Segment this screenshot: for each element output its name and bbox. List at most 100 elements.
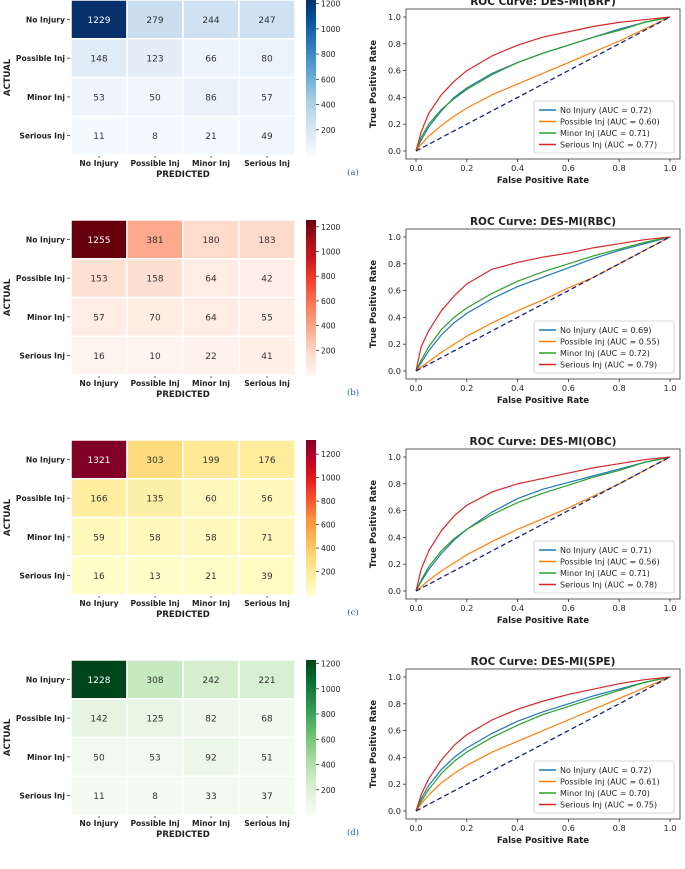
colorbar-segment	[306, 20, 316, 24]
x-tick-label: 0.0	[409, 163, 422, 173]
colorbar-segment	[306, 25, 316, 30]
colorbar-segment	[306, 328, 316, 332]
legend-entry-label: No Injury (AUC = 0.72)	[560, 106, 651, 115]
roc-curve-line	[415, 676, 671, 812]
colorbar-tick-label: 200	[321, 786, 336, 795]
colorbar-segment	[306, 584, 316, 588]
heatmap-cell	[126, 296, 184, 337]
cell-value-label: 55	[261, 313, 272, 323]
colorbar-segment	[306, 274, 316, 278]
cell-value-label: 86	[205, 93, 217, 103]
cell-value-label: 42	[261, 275, 272, 285]
legend-entry-label: No Injury (AUC = 0.69)	[560, 326, 651, 335]
heatmap-x-axis-label: PREDICTED	[156, 830, 210, 840]
colorbar-segment	[306, 126, 316, 130]
row-tick-label: Possible Inj	[16, 714, 65, 723]
colorbar-tick-label: 200	[321, 126, 336, 135]
colorbar-segment	[306, 553, 316, 557]
colorbar-tick-label: 1200	[321, 660, 340, 669]
y-tick-label: 0.2	[388, 119, 401, 129]
colorbar-segment	[306, 701, 316, 705]
x-tick-label: 0.8	[613, 823, 626, 833]
colorbar-segment	[306, 729, 316, 733]
colorbar-segment	[306, 442, 316, 446]
heatmap-cell	[70, 76, 128, 117]
colorbar-segment	[306, 325, 316, 330]
row-tick-label: No Injury	[26, 455, 65, 464]
x-tick-label: 0.4	[511, 163, 524, 173]
colorbar-segment	[306, 245, 316, 250]
heatmap-cell	[182, 115, 240, 156]
cell-value-label: 303	[146, 456, 163, 466]
colorbar-segment	[306, 232, 316, 237]
y-tick-label: 0.0	[388, 586, 401, 596]
heatmap-cell	[182, 76, 240, 117]
colorbar-tick-label: 600	[321, 735, 336, 744]
cell-value-label: 183	[258, 236, 275, 246]
colorbar-segment	[306, 789, 316, 793]
column-tick-label: No Injury	[79, 379, 118, 388]
colorbar-segment	[306, 753, 316, 757]
colorbar-segment	[306, 118, 316, 123]
roc-curve-line	[415, 676, 671, 812]
roc-curve-line	[415, 236, 671, 372]
colorbar-segment	[306, 812, 316, 816]
row-tick-label: Minor Inj	[27, 533, 65, 542]
colorbar-segment	[306, 152, 316, 156]
x-tick-label: 0.2	[460, 383, 473, 393]
colorbar-segment	[306, 359, 316, 363]
heatmap-cell	[70, 439, 128, 480]
heatmap-cell	[126, 115, 184, 156]
row-tick-label: Possible Inj	[16, 274, 65, 283]
colorbar-segment	[306, 82, 316, 86]
colorbar-segment	[306, 90, 316, 94]
colorbar-segment	[306, 714, 316, 718]
panel-caption: (b)	[347, 387, 359, 398]
cell-value-label: 68	[261, 715, 273, 725]
colorbar-segment	[306, 297, 316, 301]
colorbar-segment	[306, 346, 316, 350]
colorbar-segment	[306, 261, 316, 265]
y-tick-label: 0.0	[388, 146, 401, 156]
colorbar-segment	[306, 445, 316, 449]
y-tick-label: 0.8	[388, 479, 401, 489]
row-tick-label: Possible Inj	[16, 54, 65, 63]
colorbar-segment	[306, 18, 316, 22]
colorbar-segment	[306, 719, 316, 723]
colorbar-segment	[306, 520, 316, 524]
colorbar-segment	[306, 85, 316, 89]
colorbar-segment	[306, 129, 316, 133]
colorbar-segment	[306, 253, 316, 257]
colorbar-segment	[306, 23, 316, 27]
colorbar-segment	[306, 142, 316, 146]
colorbar-segment	[306, 696, 316, 700]
cell-value-label: 180	[202, 236, 219, 246]
colorbar-segment	[306, 737, 316, 741]
roc-y-axis-label: True Positive Rate	[369, 700, 379, 788]
cell-value-label: 22	[205, 352, 216, 362]
colorbar-tick-label: 200	[321, 568, 336, 577]
cell-value-label: 59	[93, 533, 105, 543]
colorbar-segment	[306, 111, 316, 115]
legend-entry-label: Minor Inj (AUC = 0.70)	[560, 789, 650, 798]
colorbar-segment	[306, 284, 316, 288]
colorbar-segment	[306, 530, 316, 534]
colorbar-segment	[306, 804, 316, 808]
row-tick-label: Serious Inj	[19, 352, 65, 361]
colorbar-segment	[306, 69, 316, 73]
colorbar-segment	[306, 95, 316, 99]
x-tick-label: 0.8	[613, 383, 626, 393]
cell-value-label: 16	[93, 352, 105, 362]
colorbar-segment	[306, 149, 316, 154]
colorbar-segment	[306, 722, 316, 726]
legend-entry-label: No Injury (AUC = 0.72)	[560, 766, 651, 775]
y-tick-label: 0.4	[388, 752, 401, 762]
heatmap-cell	[70, 555, 128, 596]
colorbar-segment	[306, 535, 316, 539]
colorbar-segment	[306, 287, 316, 291]
heatmap-cell	[126, 698, 184, 739]
colorbar-tick-label: 800	[321, 272, 336, 281]
colorbar-segment	[306, 369, 316, 374]
colorbar-segment	[306, 93, 316, 97]
